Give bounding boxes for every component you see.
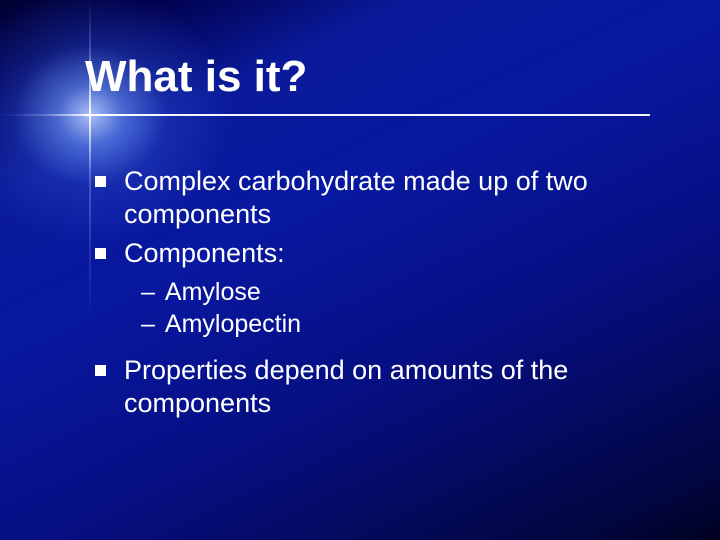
bullet-item: Complex carbohydrate made up of two comp… [95,165,660,231]
bullet-text: Complex carbohydrate made up of two comp… [124,165,660,231]
sub-bullet-item: – Amylopectin [95,308,660,340]
square-bullet-icon [95,248,106,259]
bullet-text: Properties depend on amounts of the comp… [124,354,660,420]
sub-bullet-text: Amylose [165,276,261,308]
title-underline [85,114,650,116]
sub-bullet-group: – Amylose – Amylopectin [95,276,660,340]
sub-bullet-text: Amylopectin [165,308,301,340]
square-bullet-icon [95,365,106,376]
dash-bullet-icon: – [141,276,155,308]
bullet-item: Components: [95,237,660,270]
slide: What is it? Complex carbohydrate made up… [0,0,720,540]
slide-body: Complex carbohydrate made up of two comp… [95,165,660,426]
sub-bullet-item: – Amylose [95,276,660,308]
dash-bullet-icon: – [141,308,155,340]
bullet-text: Components: [124,237,660,270]
square-bullet-icon [95,176,106,187]
slide-title: What is it? [85,52,307,102]
bullet-item: Properties depend on amounts of the comp… [95,354,660,420]
